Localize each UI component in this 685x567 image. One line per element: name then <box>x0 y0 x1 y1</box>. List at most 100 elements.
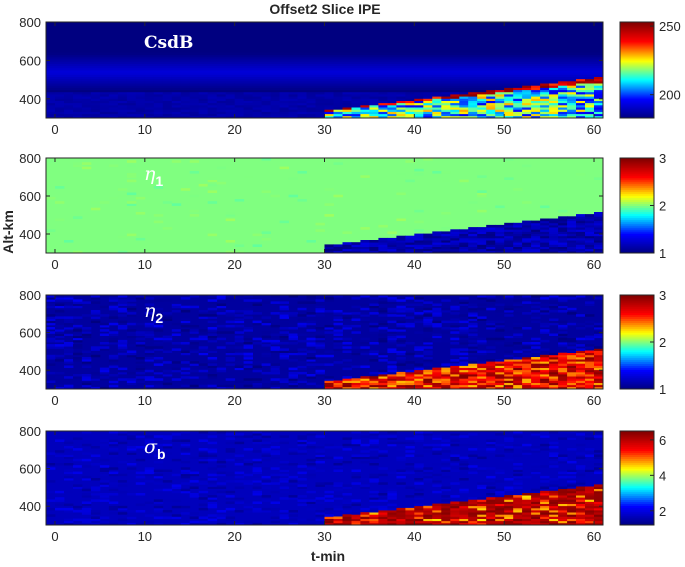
heatmap-cell <box>73 333 83 336</box>
heatmap-cell <box>378 499 388 502</box>
heatmap-cell <box>225 441 236 445</box>
heatmap-cell <box>486 72 496 75</box>
heatmap-cell <box>234 433 245 436</box>
heatmap-cell <box>405 303 415 306</box>
heatmap-cell <box>522 231 532 234</box>
heatmap-cell <box>405 242 415 245</box>
heatmap-cell <box>540 224 550 228</box>
heatmap-cell <box>477 378 487 381</box>
heatmap-cell <box>108 448 119 451</box>
heatmap-cell <box>324 85 334 88</box>
heatmap-cell <box>558 61 568 64</box>
heatmap-cell <box>342 448 352 451</box>
heatmap-cell <box>297 499 307 502</box>
heatmap-cell <box>441 72 451 75</box>
heatmap-cell <box>387 63 397 67</box>
heatmap-cell <box>81 83 92 86</box>
heatmap-cell <box>594 324 604 328</box>
heatmap-cell <box>441 248 451 252</box>
heatmap-cell <box>450 371 460 375</box>
heatmap-cell <box>414 61 424 64</box>
heatmap-cell <box>549 59 559 62</box>
heatmap-cell <box>252 115 262 119</box>
heatmap-cell <box>567 56 577 60</box>
heatmap-cell <box>387 380 397 383</box>
heatmap-cell <box>432 518 442 522</box>
heatmap-cell <box>405 89 415 93</box>
heatmap-cell <box>522 113 532 117</box>
heatmap-cell <box>504 371 514 375</box>
heatmap-cell <box>46 59 56 62</box>
heatmap-cell <box>468 233 478 237</box>
heatmap-cell <box>207 486 218 489</box>
heatmap-cell <box>414 514 424 517</box>
heatmap-cell <box>180 376 191 379</box>
heatmap-cell <box>306 312 316 315</box>
heatmap-cell <box>135 56 146 60</box>
heatmap-cell <box>64 359 74 362</box>
heatmap-cell <box>396 339 406 343</box>
heatmap-cell <box>513 65 523 69</box>
heatmap-cell <box>567 235 577 239</box>
heatmap-cell <box>261 339 271 343</box>
heatmap-cell <box>216 89 227 93</box>
heatmap-cell <box>342 85 352 88</box>
heatmap-cell <box>477 72 487 75</box>
heatmap-cell <box>279 318 289 321</box>
heatmap-cell <box>441 520 451 524</box>
heatmap-cell <box>585 352 595 356</box>
heatmap-cell <box>414 371 424 375</box>
heatmap-cell <box>567 248 577 252</box>
heatmap-cell <box>207 78 218 82</box>
heatmap-cell <box>180 482 191 485</box>
heatmap-cell <box>486 510 496 513</box>
colorbar-segment <box>620 199 654 203</box>
heatmap-cell <box>540 104 550 108</box>
heatmap-cell <box>459 59 469 62</box>
heatmap-cell <box>99 516 110 519</box>
heatmap-cell <box>81 495 92 498</box>
heatmap-cell <box>459 54 469 58</box>
heatmap-cell <box>90 490 101 494</box>
heatmap-cell <box>162 299 173 302</box>
heatmap-cell <box>46 113 56 117</box>
heatmap-cell <box>459 503 469 507</box>
heatmap-cell <box>558 104 568 108</box>
heatmap-cell <box>90 87 101 91</box>
heatmap-cell <box>153 299 164 302</box>
heatmap-cell <box>504 104 514 108</box>
heatmap-cell <box>495 250 505 254</box>
heatmap-cell <box>495 324 505 328</box>
heatmap-cell <box>315 384 325 388</box>
heatmap-cell <box>531 503 541 507</box>
heatmap-cell <box>423 363 433 366</box>
heatmap-cell <box>207 339 218 343</box>
heatmap-cell <box>522 109 532 112</box>
heatmap-cell <box>594 56 604 60</box>
heatmap-cell <box>189 160 200 163</box>
heatmap-cell <box>522 67 532 71</box>
heatmap-cell <box>342 437 352 440</box>
heatmap-cell <box>504 100 514 104</box>
heatmap-cell <box>549 305 559 309</box>
heatmap-cell <box>378 113 388 117</box>
colorbar-segment <box>620 296 654 300</box>
heatmap-cell <box>576 87 586 91</box>
heatmap-cell <box>450 115 460 119</box>
heatmap-cell <box>73 437 83 440</box>
heatmap-cell <box>315 443 325 447</box>
heatmap-cell <box>234 522 245 526</box>
heatmap-cell <box>495 85 505 88</box>
heatmap-cell <box>513 431 523 434</box>
heatmap-cell <box>81 431 92 434</box>
heatmap-cell <box>432 233 442 237</box>
heatmap-cell <box>73 505 83 509</box>
heatmap-cell <box>90 61 101 64</box>
heatmap-cell <box>342 380 352 383</box>
heatmap-cell <box>396 382 406 386</box>
heatmap-cell <box>333 78 343 82</box>
heatmap-cell <box>180 74 191 77</box>
heatmap-cell <box>333 327 343 330</box>
heatmap-cell <box>369 307 379 311</box>
heatmap-cell <box>108 443 119 447</box>
